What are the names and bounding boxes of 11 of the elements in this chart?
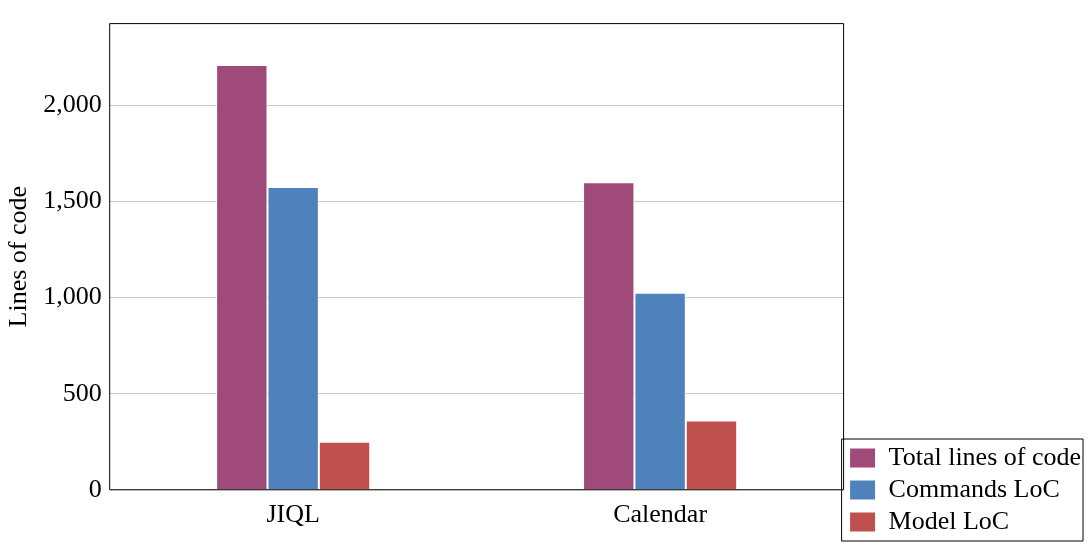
x-tick-label: JIQL xyxy=(266,499,320,529)
x-tick-label: Calendar xyxy=(613,499,708,529)
y-tick-label: 500 xyxy=(62,377,102,407)
legend-label: Model LoC xyxy=(888,505,1010,535)
y-tick-label: 0 xyxy=(88,473,102,503)
legend-label: Commands LoC xyxy=(888,473,1060,503)
y-tick-label: 1,500 xyxy=(43,185,102,215)
legend-label: Total lines of code xyxy=(888,441,1082,471)
y-tick-label: 1,000 xyxy=(43,281,102,311)
y-axis-title: Lines of code xyxy=(3,185,33,328)
y-tick-label: 2,000 xyxy=(43,89,102,119)
